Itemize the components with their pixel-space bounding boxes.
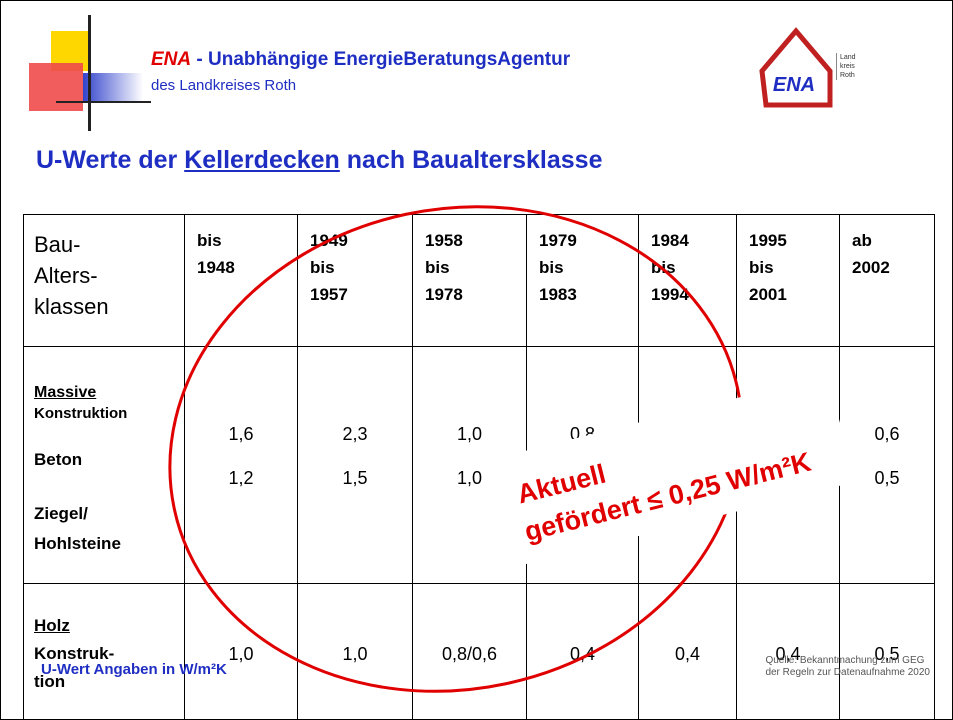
- deco-blue: [83, 73, 143, 101]
- header-row: Bau- Alters- klassen bis 1948 1949 bis 195…: [23, 214, 935, 347]
- value: 1,0: [456, 468, 483, 488]
- deco-line: [88, 15, 91, 131]
- heading-text: nach Baualtersklasse: [339, 146, 603, 174]
- row-title: Massive: [34, 384, 97, 401]
- column-header: 1958 bis 1978: [412, 214, 527, 347]
- title: - Unabhängige EnergieBeratungsAgentur: [196, 49, 571, 70]
- value: 1,0: [456, 424, 483, 444]
- value: 0,8/0,6: [412, 583, 527, 719]
- row-subtitle: Konstruktion: [34, 405, 128, 422]
- column-header: 1995 bis 2001: [736, 214, 840, 347]
- value: 0,4: [526, 583, 639, 719]
- deco-line: [56, 101, 151, 103]
- logo-caption: Land kreis Roth: [836, 53, 856, 80]
- logo-house: [759, 27, 833, 108]
- cell: 1,6 1,2: [184, 346, 298, 584]
- footer-source: Quelle: Bekanntmachung zum GEG der Regel…: [765, 655, 930, 678]
- value: 1,5: [342, 468, 368, 488]
- deco-red: [29, 63, 83, 111]
- highlight-ellipse: [168, 205, 744, 693]
- logo-text: ENA: [773, 74, 815, 96]
- holz-row: Holz Konstruk- tion 1,0 1,0 0,8/0,6 0,4 0,4 0…: [23, 583, 935, 719]
- heading: U-Werte der Kellerdecken nach Baualtersk…: [36, 146, 602, 175]
- cell: 0,6 0,5: [839, 346, 935, 584]
- value: 0,5: [874, 468, 900, 488]
- value: 0,4: [638, 583, 737, 719]
- row-subtitle: Konstruk- tion: [34, 644, 115, 691]
- column-header: bis 1948: [184, 214, 298, 347]
- logo: ENA: [759, 27, 833, 108]
- column-header: 1984 bis 1994: [638, 214, 737, 347]
- row-label: Massive Konstruktion Beton Ziegel/ Hohls…: [23, 346, 185, 584]
- heading-underlined: Kellerdecken: [184, 146, 340, 174]
- kind: Ziegel/ Hohlsteine: [34, 504, 121, 553]
- value: 1,6: [228, 424, 254, 444]
- column-header: 1949 bis 1957: [297, 214, 413, 347]
- heading-text: U-Werte der: [36, 146, 185, 174]
- kind: Beton: [34, 450, 83, 469]
- header-title: ENA - Unabhängige EnergieBeratungsAgentu…: [151, 49, 570, 71]
- value: 0,6: [874, 424, 900, 444]
- cell: 2,3 1,5: [297, 346, 413, 584]
- column-header: 1979 bis 1983: [526, 214, 639, 347]
- value: 2,3: [342, 424, 368, 444]
- value: 0,4: [736, 583, 840, 719]
- column-header: ab 2002: [839, 214, 935, 347]
- brand: ENA: [151, 49, 192, 70]
- header-subtitle: des Landkreises Roth: [151, 77, 297, 94]
- overlay-box: [478, 375, 855, 570]
- value: 0,5: [839, 583, 935, 719]
- row-title: Holz: [34, 616, 70, 635]
- value: 1,2: [228, 468, 254, 488]
- footer-note: U-Wert Angaben in W/m²K: [41, 661, 227, 678]
- column-header: Bau- Alters- klassen: [23, 214, 185, 347]
